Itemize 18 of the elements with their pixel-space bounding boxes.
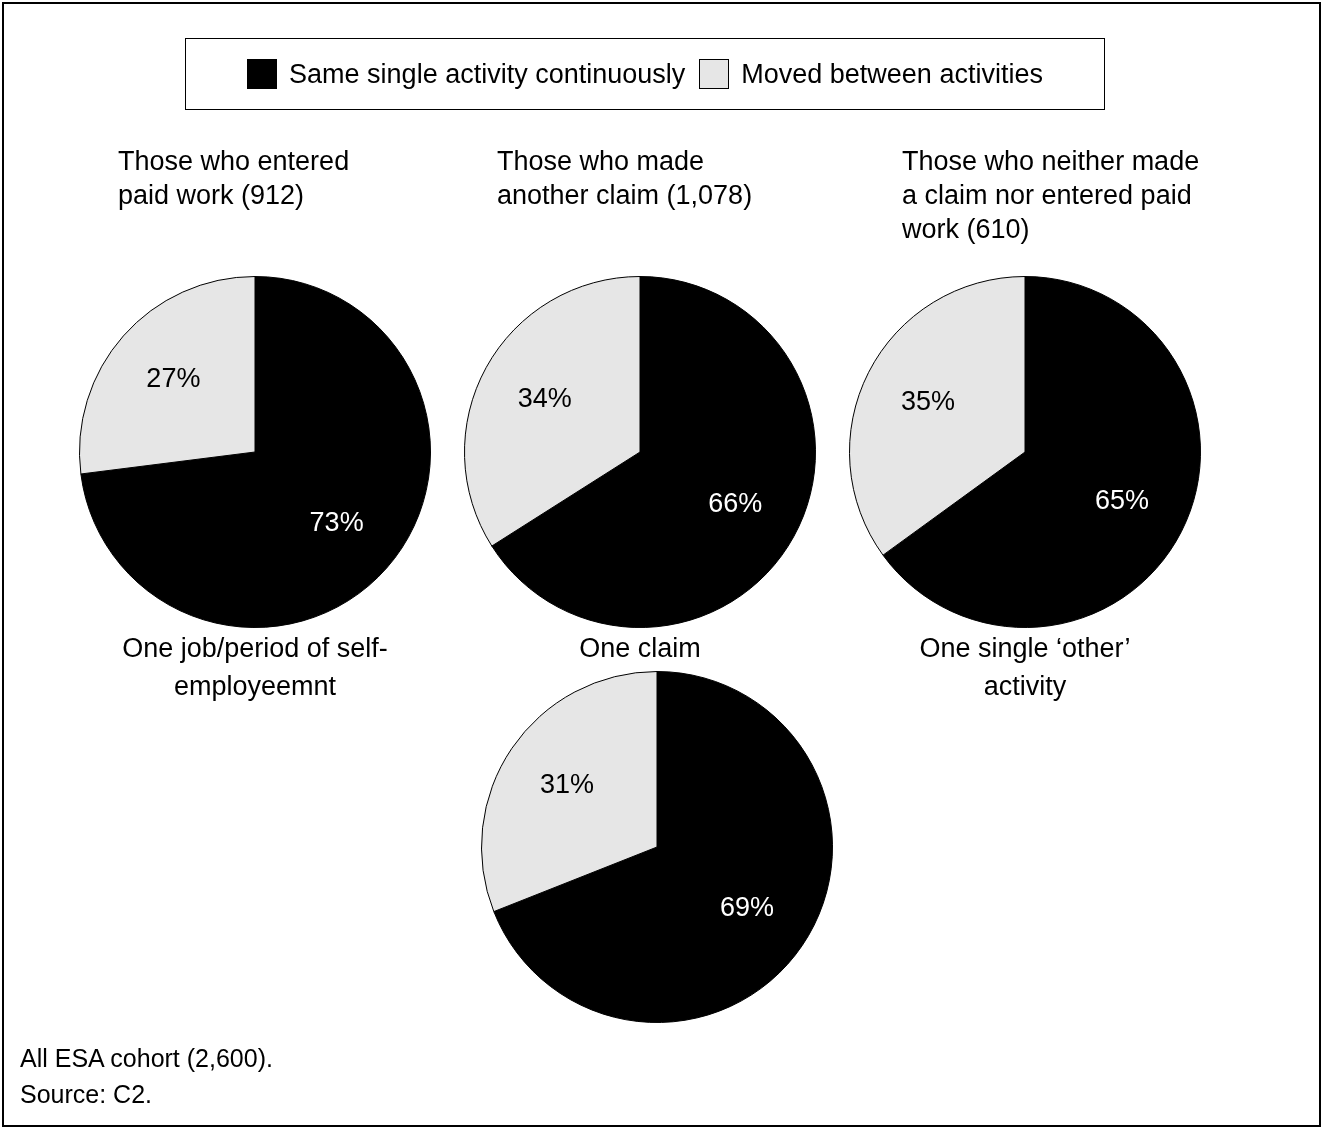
data-label: 27%: [146, 363, 201, 394]
text: Those who entered paid work (912): [118, 145, 351, 212]
data-label: 35%: [901, 386, 956, 417]
text: One claim: [578, 632, 702, 665]
data-label: 73%: [309, 507, 364, 538]
legend-label: Moved between activities: [741, 58, 1043, 90]
legend-label: Same single activity continuously: [289, 58, 686, 90]
data-label: 31%: [539, 769, 595, 800]
chart-title: Those who neither made a claim nor entered paid work (610): [902, 145, 1201, 246]
text: One single ‘other’ activity: [918, 632, 1132, 703]
data-label: 34%: [517, 383, 572, 414]
data-label: 65%: [1094, 484, 1149, 515]
data-label: 69%: [719, 891, 775, 922]
text: One job/period of self-employeemnt: [121, 632, 389, 703]
source-note: Source: C2.: [20, 1079, 153, 1110]
chart-title: Those who made another claim (1,078): [497, 145, 754, 212]
data-label: 66%: [708, 487, 763, 518]
text: All ESA cohort (2,600).: [20, 1043, 273, 1074]
